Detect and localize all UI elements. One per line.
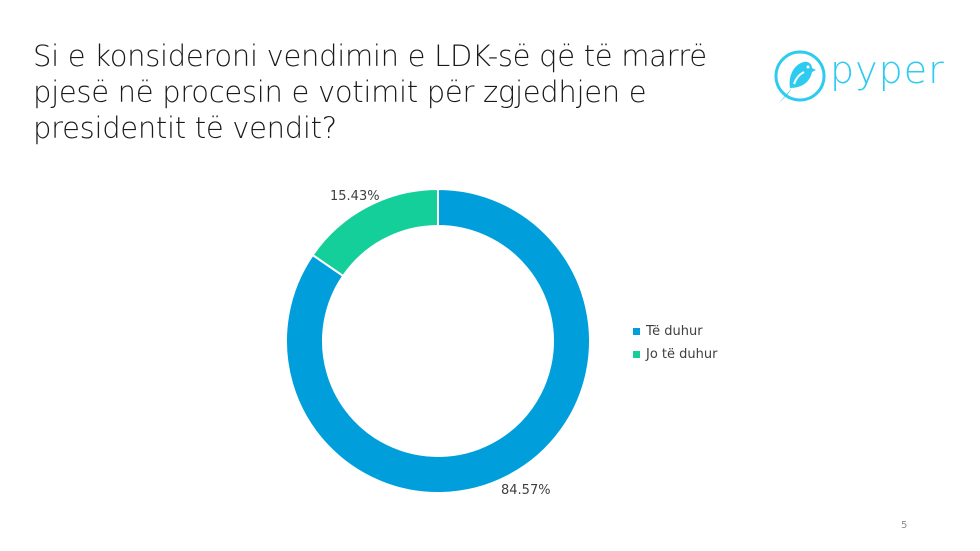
data-label-jo-te-duhur: 15.43%: [330, 189, 380, 204]
data-label-te-duhur: 84.57%: [501, 483, 551, 498]
donut-slices: [285, 187, 591, 494]
donut-slice-të-duhur: [285, 187, 591, 494]
page-number: 5: [901, 520, 908, 531]
legend-swatch: [633, 351, 640, 358]
logo-text: pyper: [830, 48, 945, 92]
slide-title: Si e konsideroni vendimin e LDK-së që të…: [33, 39, 707, 145]
legend-item-jo-te-duhur: Jo të duhur: [633, 343, 717, 366]
legend-label: Jo të duhur: [646, 347, 718, 362]
chart-legend: Të duhur Jo të duhur: [633, 320, 717, 366]
legend-swatch: [633, 328, 640, 335]
donut-slice-jo-të-duhur: [311, 187, 439, 278]
pyper-logo: pyper: [768, 44, 980, 114]
legend-label: Të duhur: [646, 324, 703, 339]
legend-item-te-duhur: Të duhur: [633, 320, 717, 343]
bird-in-circle-icon: [774, 50, 826, 104]
